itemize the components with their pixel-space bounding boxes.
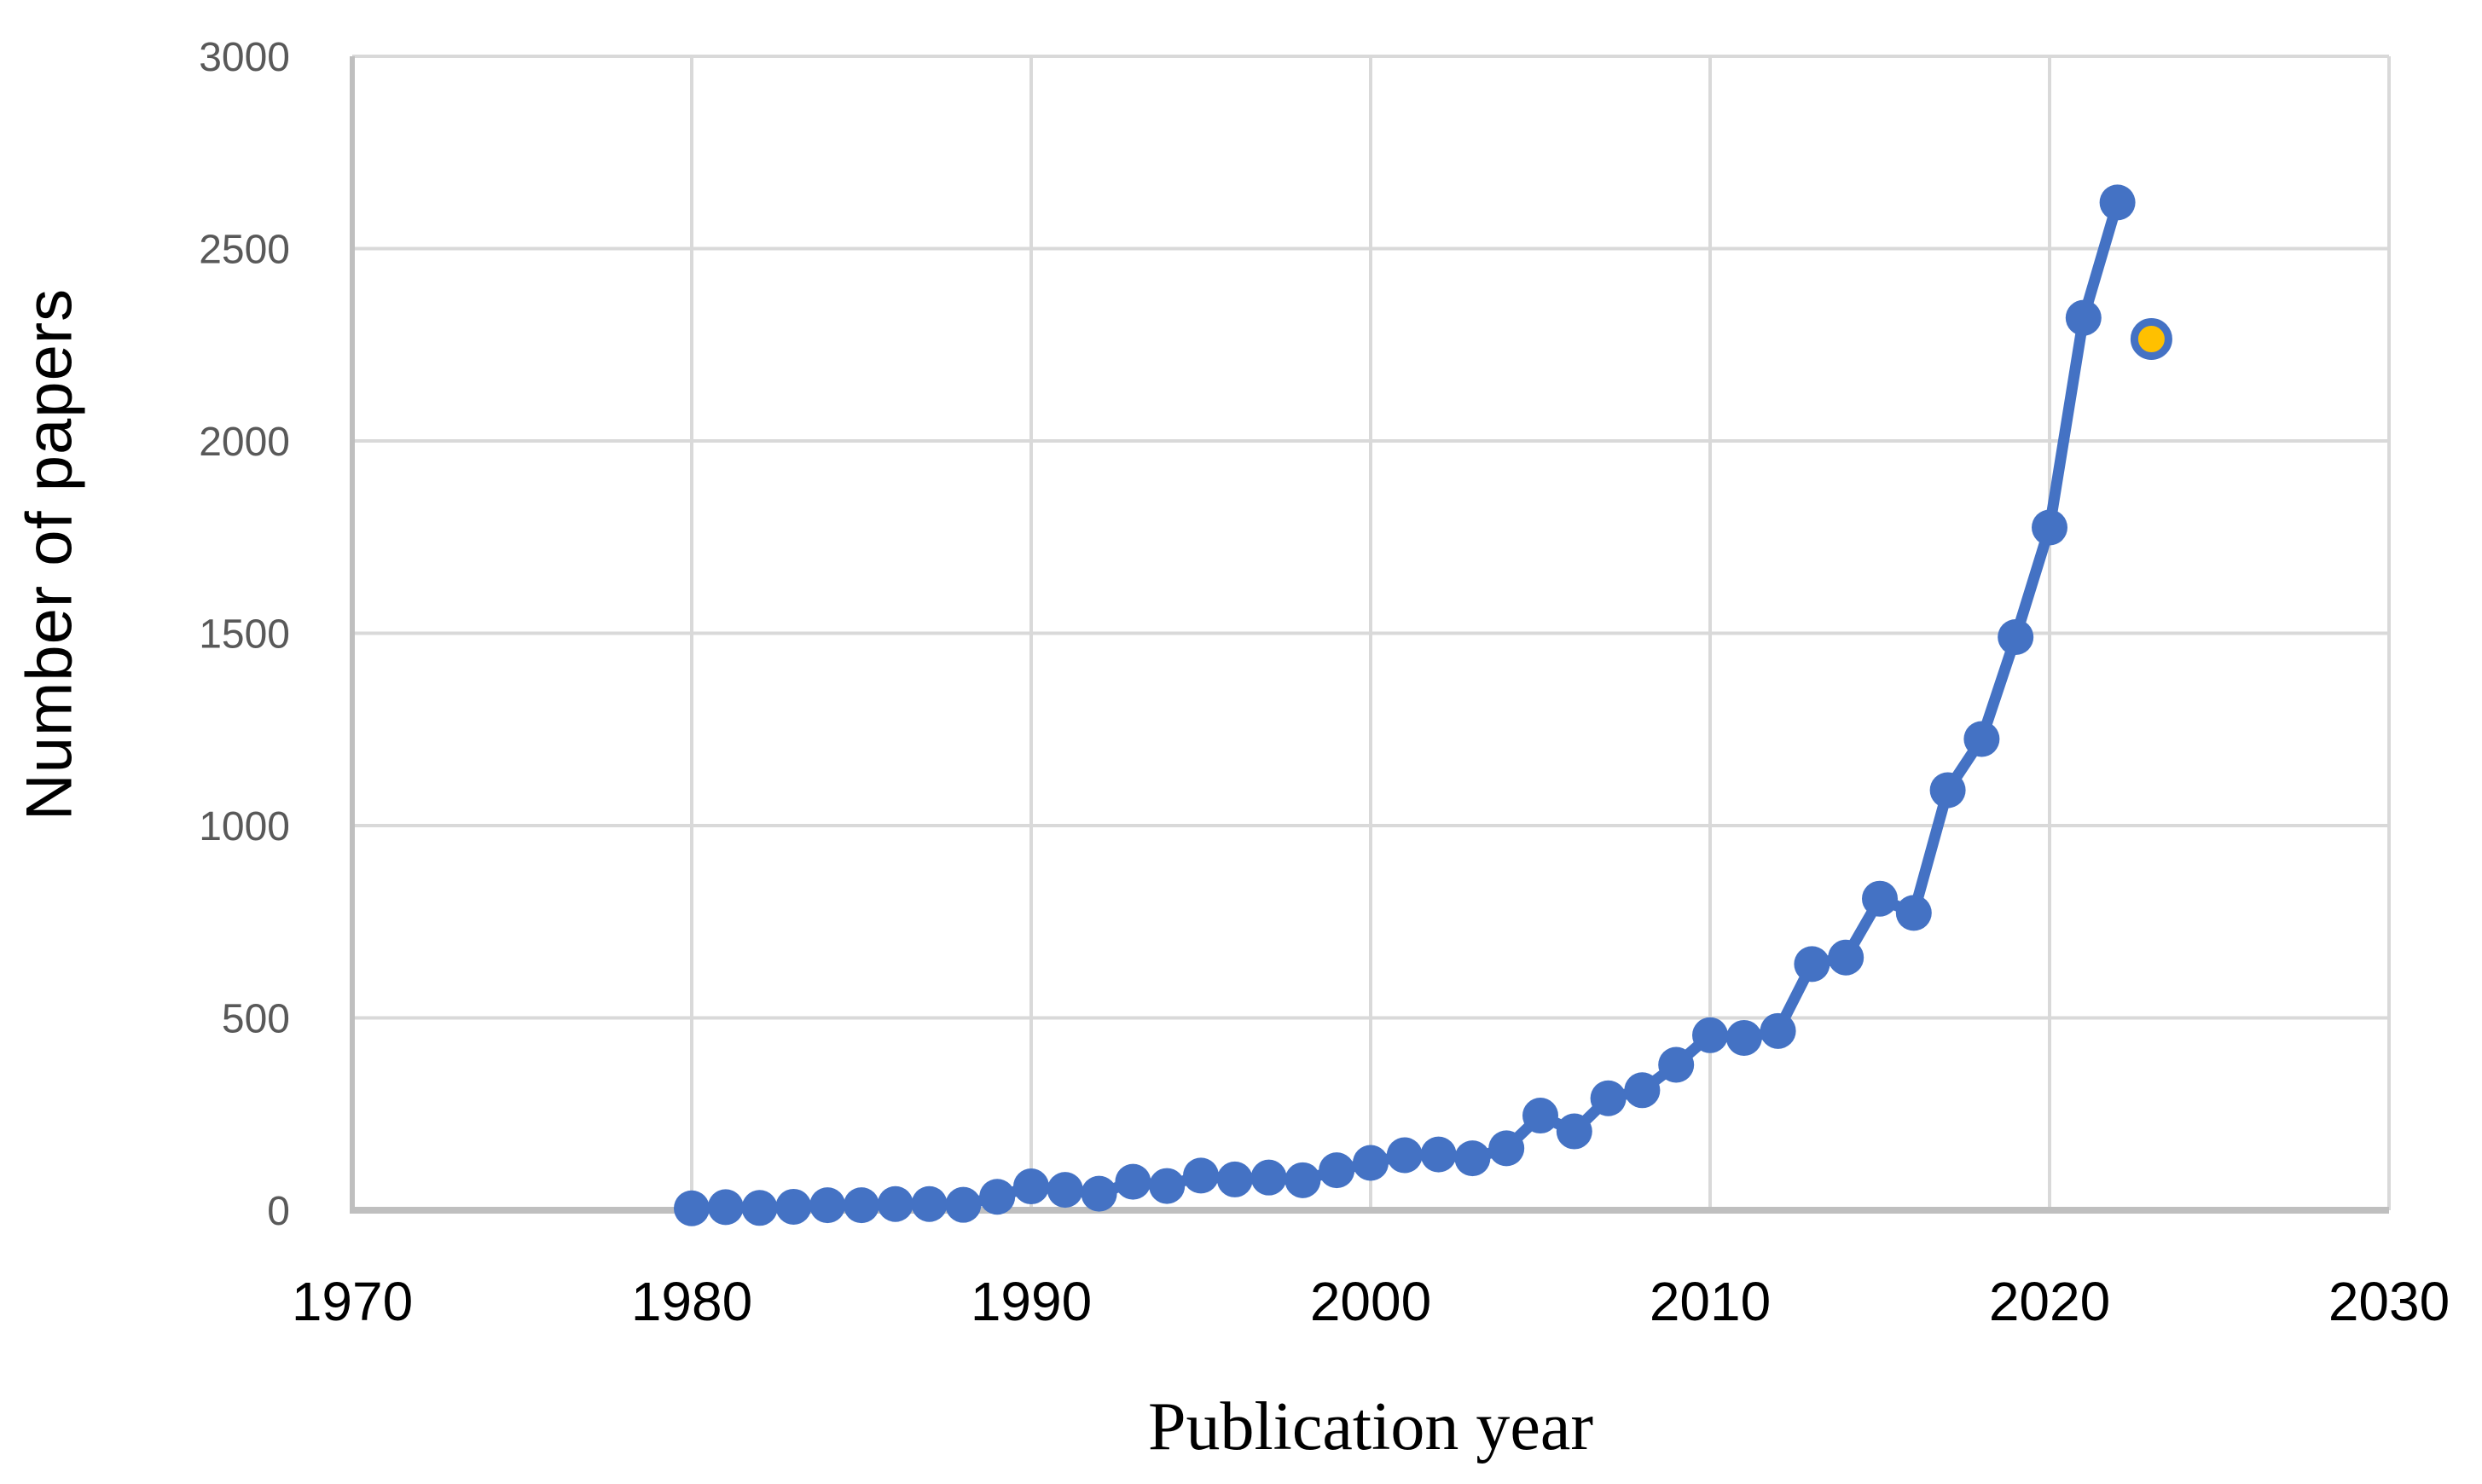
data-point-1985 — [844, 1187, 879, 1224]
x-tick-label-1970: 1970 — [292, 1271, 413, 1332]
data-point-2012 — [1760, 1012, 1796, 1049]
y-tick-label-1000: 1000 — [199, 804, 290, 849]
y-tick-label-500: 500 — [222, 996, 290, 1041]
data-point-1987 — [911, 1185, 948, 1222]
series-line-papers — [686, 196, 2124, 1214]
data-point-2005 — [1522, 1098, 1558, 1134]
data-point-2004 — [1488, 1130, 1525, 1167]
data-point-2007 — [1590, 1080, 1627, 1116]
data-point-1980 — [674, 1190, 710, 1226]
data-point-1990 — [1013, 1168, 1049, 1205]
data-point-2018 — [1963, 721, 2000, 757]
x-tick-label-2000: 2000 — [1310, 1271, 1431, 1332]
data-point-1995 — [1183, 1157, 1219, 1194]
y-tick-label-3000: 3000 — [199, 35, 290, 80]
data-point-2002 — [1420, 1136, 1457, 1173]
data-point-1989 — [979, 1179, 1016, 1215]
data-point-1982 — [741, 1190, 778, 1226]
data-point-2003 — [1454, 1140, 1491, 1177]
y-tick-label-2500: 2500 — [199, 227, 290, 272]
data-point-2000 — [1353, 1145, 1389, 1181]
data-point-2001 — [1386, 1137, 1423, 1174]
y-tick-label-1500: 1500 — [199, 612, 290, 657]
data-point-1999 — [1319, 1152, 1355, 1189]
data-point-1993 — [1115, 1163, 1151, 1200]
data-point-1988 — [945, 1186, 982, 1223]
data-point-2020 — [2032, 509, 2067, 546]
data-point-1994 — [1149, 1168, 1186, 1204]
y-axis-title: Number of papers — [13, 287, 86, 821]
y-tick-label-2000: 2000 — [199, 420, 290, 465]
y-tick-label-0: 0 — [267, 1189, 290, 1234]
data-point-2015 — [1862, 880, 1898, 917]
x-tick-label-1980: 1980 — [631, 1271, 752, 1332]
data-point-2014 — [1828, 939, 1864, 976]
data-point-1996 — [1216, 1161, 1253, 1197]
data-point-2021 — [2065, 299, 2102, 336]
data-point-2019 — [1998, 619, 2034, 656]
data-point-2006 — [1556, 1113, 1592, 1150]
data-point-2013 — [1794, 946, 1830, 983]
data-point-2017 — [1929, 772, 1966, 809]
data-point-2016 — [1895, 895, 1932, 931]
data-point-1981 — [707, 1189, 744, 1226]
data-point-1992 — [1081, 1175, 1117, 1212]
data-point-1997 — [1250, 1159, 1287, 1196]
data-point-1983 — [775, 1188, 812, 1225]
data-point-1984 — [809, 1187, 846, 1224]
x-tick-label-1990: 1990 — [971, 1271, 1092, 1332]
x-axis-title: Publication year — [1147, 1389, 1594, 1464]
data-point-2011 — [1725, 1019, 1762, 1056]
x-tick-label-2010: 2010 — [1650, 1271, 1771, 1332]
data-point-2009 — [1658, 1046, 1695, 1083]
data-point-2022 — [2099, 184, 2136, 221]
x-tick-label-2030: 2030 — [2328, 1271, 2450, 1332]
highlight-point-2023 — [2130, 317, 2172, 360]
data-point-2010 — [1692, 1017, 1728, 1053]
data-point-2008 — [1624, 1072, 1661, 1109]
data-point-1991 — [1047, 1172, 1083, 1209]
data-point-1986 — [877, 1185, 913, 1222]
data-point-1998 — [1284, 1162, 1321, 1198]
x-tick-label-2020: 2020 — [1989, 1271, 2110, 1332]
